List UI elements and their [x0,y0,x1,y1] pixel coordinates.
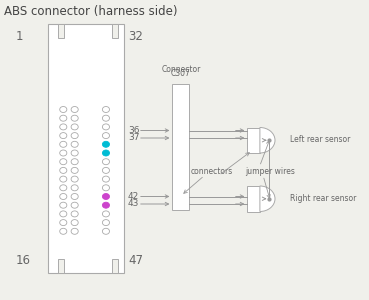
Circle shape [60,211,67,217]
Bar [58,24,63,38]
Circle shape [60,185,67,191]
Circle shape [102,159,110,165]
Text: jumper wires: jumper wires [245,167,295,176]
Circle shape [102,211,110,217]
Circle shape [60,220,67,226]
Circle shape [71,133,78,139]
Text: 32: 32 [128,30,143,43]
Text: C307: C307 [171,69,191,78]
Circle shape [102,150,110,156]
Bar [48,24,124,273]
Circle shape [71,167,78,173]
Circle shape [102,141,110,147]
Wedge shape [260,128,275,153]
Bar [247,186,260,212]
Circle shape [102,185,110,191]
Text: Right rear sensor: Right rear sensor [290,194,356,203]
Text: 36: 36 [128,126,139,135]
Circle shape [60,150,67,156]
Circle shape [71,228,78,234]
Circle shape [60,133,67,139]
Bar [172,84,190,210]
Bar [112,24,118,38]
Circle shape [71,106,78,112]
Circle shape [102,202,110,208]
Bar [58,259,63,273]
Circle shape [60,228,67,234]
Circle shape [102,228,110,234]
Text: Connector: Connector [161,64,201,74]
Circle shape [60,115,67,121]
Wedge shape [260,186,275,212]
Circle shape [60,176,67,182]
Circle shape [71,185,78,191]
Circle shape [71,211,78,217]
Bar [247,128,260,153]
Circle shape [102,220,110,226]
Circle shape [102,133,110,139]
Circle shape [71,150,78,156]
Circle shape [60,124,67,130]
Bar [112,259,118,273]
Text: 47: 47 [128,254,143,267]
Text: ABS connector (harness side): ABS connector (harness side) [4,4,177,17]
Circle shape [60,141,67,147]
Circle shape [60,159,67,165]
Circle shape [71,220,78,226]
Circle shape [71,194,78,200]
Circle shape [102,194,110,200]
Text: connectors: connectors [190,167,233,176]
Text: 42: 42 [128,192,139,201]
Text: 37: 37 [128,134,139,142]
Circle shape [102,176,110,182]
Circle shape [60,106,67,112]
Circle shape [71,115,78,121]
Circle shape [60,167,67,173]
Circle shape [71,124,78,130]
Text: Left rear sensor: Left rear sensor [290,135,350,144]
Circle shape [102,124,110,130]
Circle shape [60,202,67,208]
Circle shape [60,194,67,200]
Circle shape [71,202,78,208]
Circle shape [102,115,110,121]
Circle shape [102,106,110,112]
Text: 43: 43 [128,200,139,208]
Text: 16: 16 [16,254,31,267]
Circle shape [71,141,78,147]
Text: 1: 1 [16,30,24,43]
Circle shape [71,159,78,165]
Circle shape [102,167,110,173]
Circle shape [71,176,78,182]
